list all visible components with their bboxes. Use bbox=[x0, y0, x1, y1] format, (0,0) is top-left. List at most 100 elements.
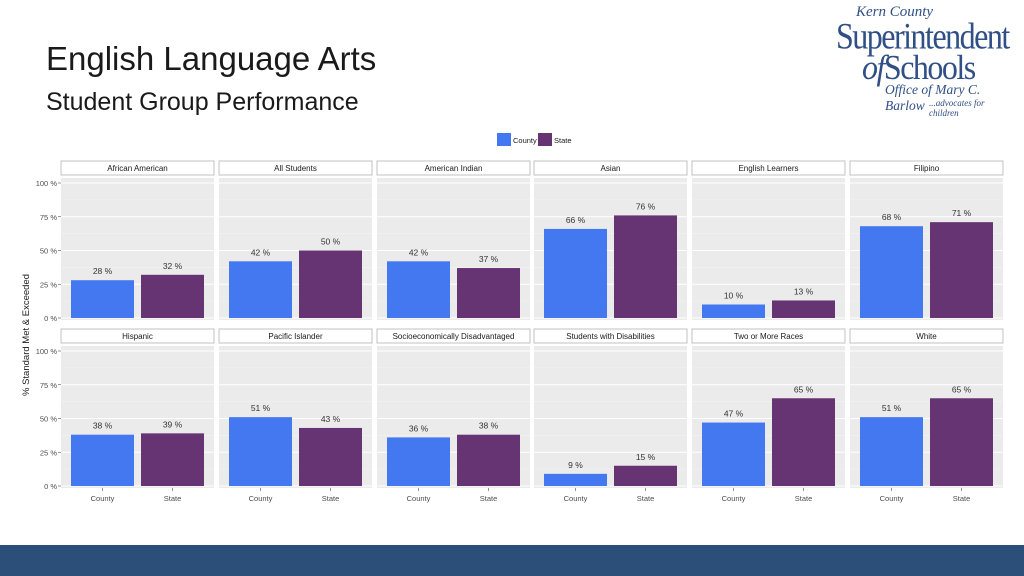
bar-two-or-more-races-county bbox=[702, 422, 765, 486]
y-tick-label: 0 % bbox=[44, 482, 57, 491]
facet-strip-african-american bbox=[60, 160, 215, 176]
x-tick-label-state: State bbox=[795, 494, 813, 503]
data-label-asian-county: 66 % bbox=[566, 215, 586, 225]
bar-socioeconomically-disadvantaged-state bbox=[457, 434, 520, 486]
bar-english-learners-state bbox=[772, 300, 835, 318]
bar-african-american-state bbox=[141, 274, 204, 318]
bar-students-with-disabilities-county bbox=[544, 473, 607, 486]
data-label-pacific-islander-state: 43 % bbox=[321, 414, 341, 424]
logo-superintendent: Superintendent bbox=[836, 15, 1010, 57]
data-label-all-students-county: 42 % bbox=[251, 247, 271, 257]
data-label-socioeconomically-disadvantaged-state: 38 % bbox=[479, 421, 499, 431]
y-tick-label: 50 % bbox=[40, 415, 57, 424]
y-tick-label: 25 % bbox=[40, 448, 57, 457]
logo-kern-county: Kern County bbox=[856, 4, 934, 20]
bar-white-county bbox=[860, 417, 923, 486]
logo-schools: Schools bbox=[883, 47, 976, 87]
y-tick-label: 25 % bbox=[40, 280, 57, 289]
data-label-all-students-state: 50 % bbox=[321, 237, 341, 247]
bar-american-indian-state bbox=[457, 268, 520, 318]
y-tick-label: 100 % bbox=[36, 179, 58, 188]
data-label-african-american-county: 28 % bbox=[93, 266, 113, 276]
facet-title-two-or-more-races: Two or More Races bbox=[734, 332, 803, 341]
x-tick-label-county: County bbox=[564, 494, 588, 503]
data-label-english-learners-county: 10 % bbox=[724, 291, 744, 301]
legend-swatch-state bbox=[538, 133, 552, 146]
facet-strip-asian bbox=[533, 160, 688, 176]
data-label-hispanic-county: 38 % bbox=[93, 421, 113, 431]
facet-strip-students-with-disabilities bbox=[533, 328, 688, 344]
data-label-white-county: 51 % bbox=[882, 403, 902, 413]
facet-title-socioeconomically-disadvantaged: Socioeconomically Disadvantaged bbox=[393, 332, 515, 341]
x-tick-label-county: County bbox=[91, 494, 115, 503]
data-label-african-american-state: 32 % bbox=[163, 261, 183, 271]
facet-strip-hispanic bbox=[60, 328, 215, 344]
x-tick-label-state: State bbox=[164, 494, 182, 503]
logo-of: of bbox=[862, 47, 885, 87]
panel-bg-english-learners bbox=[692, 178, 845, 320]
facet-strip-two-or-more-races bbox=[691, 328, 846, 344]
y-tick-label: 75 % bbox=[40, 213, 57, 222]
facet-title-white: White bbox=[916, 332, 937, 341]
facet-title-filipino: Filipino bbox=[914, 164, 940, 173]
x-tick-label-county: County bbox=[249, 494, 273, 503]
data-label-students-with-disabilities-county: 9 % bbox=[568, 460, 583, 470]
data-label-asian-state: 76 % bbox=[636, 201, 656, 211]
bar-all-students-county bbox=[229, 261, 292, 318]
bar-pacific-islander-county bbox=[229, 417, 292, 486]
bar-pacific-islander-state bbox=[299, 427, 362, 486]
bar-asian-county bbox=[544, 228, 607, 318]
data-label-filipino-state: 71 % bbox=[952, 208, 972, 218]
x-tick-label-county: County bbox=[880, 494, 904, 503]
data-label-american-indian-county: 42 % bbox=[409, 247, 429, 257]
legend-swatch-county bbox=[497, 133, 511, 146]
data-label-socioeconomically-disadvantaged-county: 36 % bbox=[409, 423, 429, 433]
data-label-hispanic-state: 39 % bbox=[163, 419, 183, 429]
data-label-students-with-disabilities-state: 15 % bbox=[636, 452, 656, 462]
logo-of-schools: ofSchools bbox=[862, 47, 976, 88]
facet-strip-pacific-islander bbox=[218, 328, 373, 344]
bar-asian-state bbox=[614, 215, 677, 318]
bar-african-american-county bbox=[71, 280, 134, 318]
data-label-filipino-county: 68 % bbox=[882, 212, 902, 222]
legend-label-county: County bbox=[513, 136, 537, 145]
facet-title-american-indian: American Indian bbox=[425, 164, 483, 173]
facet-strip-all-students bbox=[218, 160, 373, 176]
x-tick-label-state: State bbox=[322, 494, 340, 503]
x-tick-label-state: State bbox=[953, 494, 971, 503]
bar-filipino-state bbox=[930, 222, 993, 318]
page-title: English Language Arts bbox=[46, 40, 377, 77]
facet-strip-socioeconomically-disadvantaged bbox=[376, 328, 531, 344]
data-label-american-indian-state: 37 % bbox=[479, 254, 499, 264]
data-label-two-or-more-races-county: 47 % bbox=[724, 409, 744, 419]
bar-hispanic-county bbox=[71, 434, 134, 486]
bar-filipino-county bbox=[860, 226, 923, 318]
bar-hispanic-state bbox=[141, 433, 204, 486]
bar-american-indian-county bbox=[387, 261, 450, 318]
page-subtitle: Student Group Performance bbox=[46, 88, 359, 116]
x-tick-label-state: State bbox=[480, 494, 498, 503]
data-label-white-state: 65 % bbox=[952, 384, 972, 394]
x-tick-label-county: County bbox=[722, 494, 746, 503]
footer-bar bbox=[0, 545, 1024, 576]
kern-county-logo: Kern County Superintendent ofSchools Off… bbox=[830, 4, 1015, 118]
y-tick-label: 0 % bbox=[44, 314, 57, 323]
facet-title-students-with-disabilities: Students with Disabilities bbox=[566, 332, 654, 341]
facet-strip-english-learners bbox=[691, 160, 846, 176]
facet-title-asian: Asian bbox=[600, 164, 620, 173]
panel-bg-students-with-disabilities bbox=[534, 346, 687, 488]
facet-title-english-learners: English Learners bbox=[738, 164, 798, 173]
facet-strip-american-indian bbox=[376, 160, 531, 176]
bar-socioeconomically-disadvantaged-county bbox=[387, 437, 450, 486]
facet-strip-white bbox=[849, 328, 1004, 344]
y-tick-label: 50 % bbox=[40, 247, 57, 256]
bar-two-or-more-races-state bbox=[772, 398, 835, 486]
bar-all-students-state bbox=[299, 250, 362, 318]
bar-white-state bbox=[930, 398, 993, 486]
x-tick-label-county: County bbox=[407, 494, 431, 503]
bar-english-learners-county bbox=[702, 304, 765, 318]
data-label-english-learners-state: 13 % bbox=[794, 286, 814, 296]
legend-label-state: State bbox=[554, 136, 572, 145]
facet-title-pacific-islander: Pacific Islander bbox=[268, 332, 323, 341]
y-tick-label: 75 % bbox=[40, 381, 57, 390]
